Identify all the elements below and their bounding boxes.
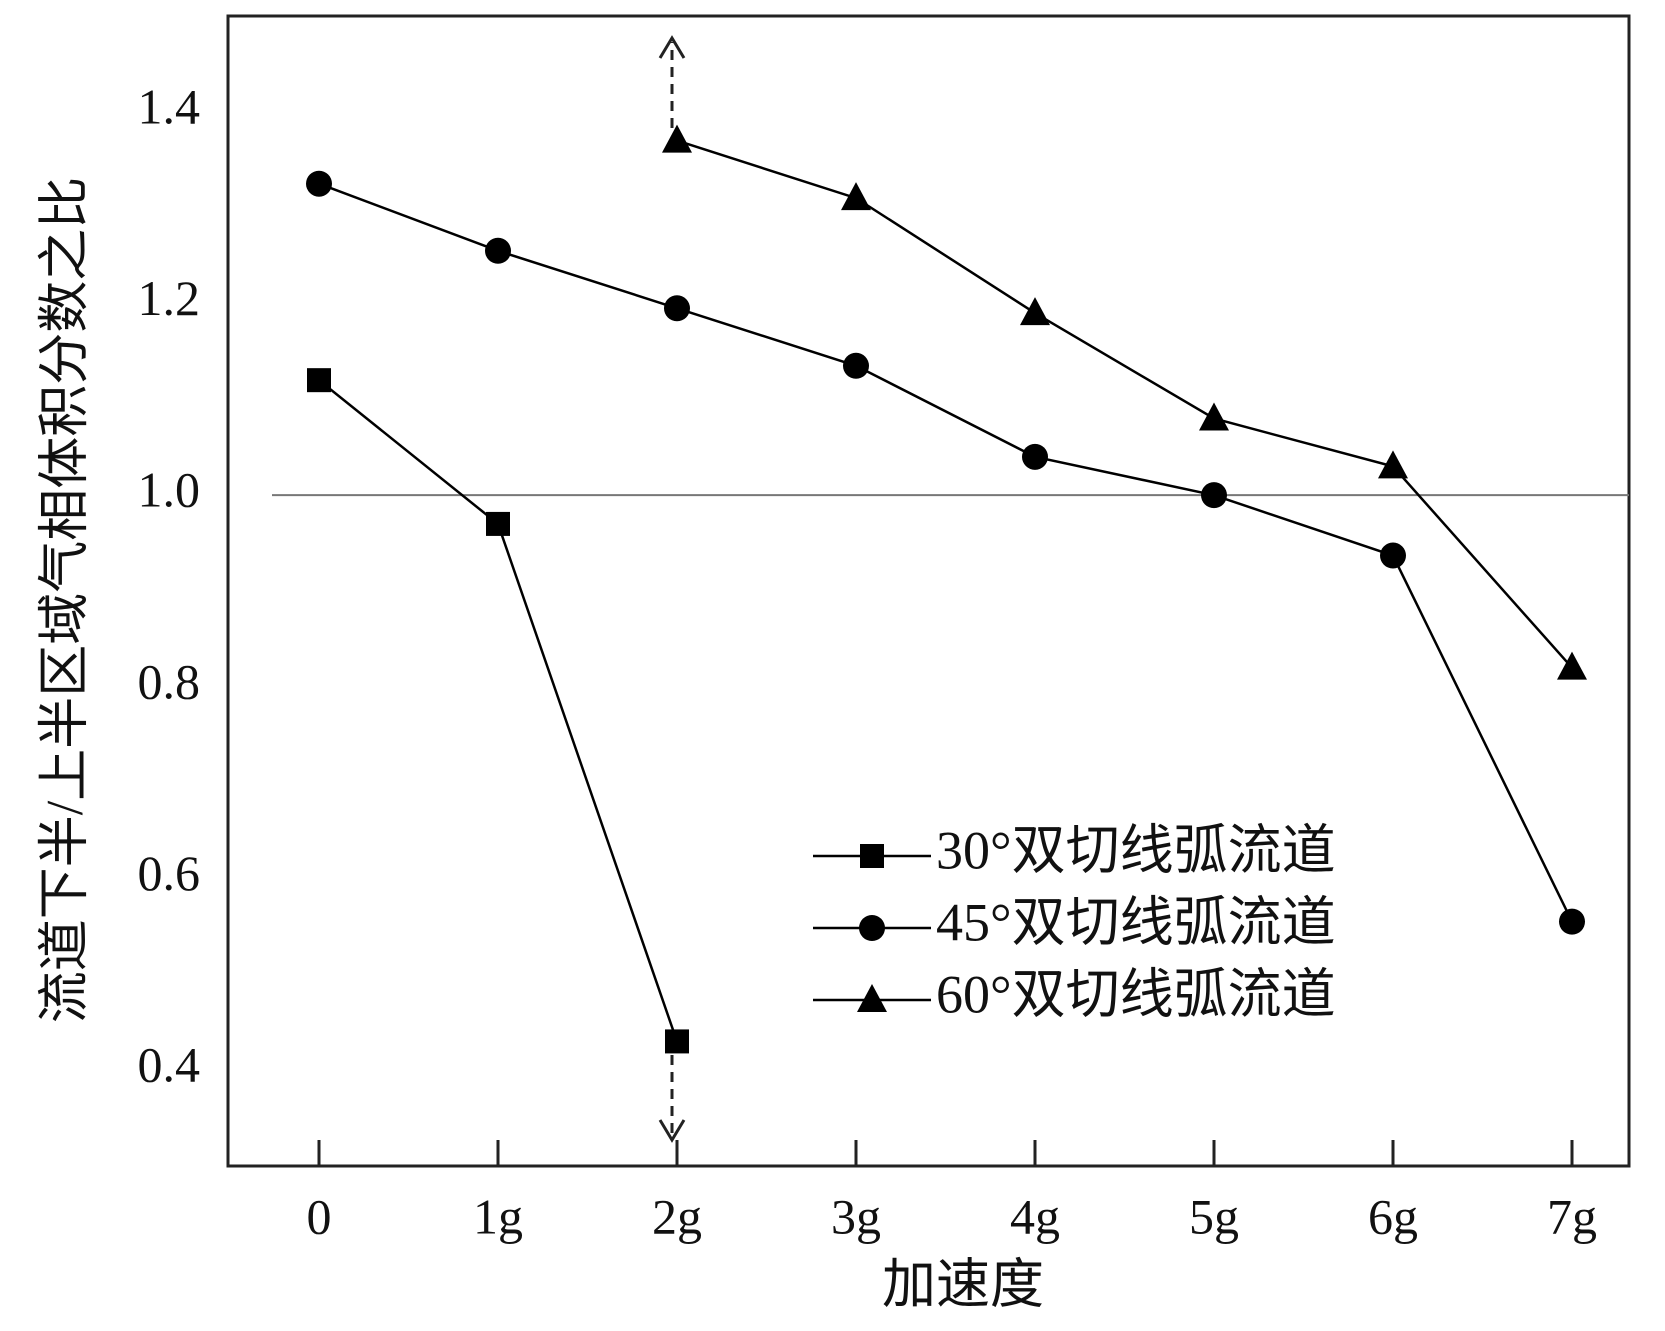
series-line — [676, 139, 1573, 669]
point — [1378, 450, 1408, 479]
point — [485, 237, 511, 264]
point — [859, 915, 885, 941]
series: 30°双切线弧流道 — [307, 368, 1336, 1054]
y-tick-label: 1.0 — [138, 462, 201, 518]
legend-label: 60°双切线弧流道 — [936, 964, 1336, 1024]
point — [306, 170, 332, 197]
point — [843, 352, 869, 379]
series-line — [318, 182, 1574, 923]
point — [486, 511, 510, 536]
x-tick-label: 0 — [307, 1188, 332, 1244]
point — [1199, 402, 1229, 431]
y-tick-label: 0.4 — [138, 1037, 201, 1093]
off-scale-arrows — [658, 35, 686, 1143]
y-tick-label: 0.6 — [138, 845, 201, 901]
point — [1022, 443, 1048, 470]
point — [1201, 482, 1227, 509]
point — [860, 844, 884, 868]
point — [665, 1029, 689, 1054]
y-tick-label: 1.2 — [138, 270, 201, 326]
point — [1380, 542, 1406, 569]
point — [664, 295, 690, 322]
x-tick-label: 4g — [1010, 1188, 1060, 1244]
legend-label: 45°双切线弧流道 — [936, 892, 1336, 952]
point — [662, 124, 692, 153]
series: 60°双切线弧流道 — [662, 124, 1587, 1024]
y-axis-label: 流道下半/上半区域气相体积分数之比 — [37, 177, 94, 1023]
x-tick-label: 6g — [1368, 1188, 1418, 1244]
x-tick-label: 1g — [473, 1188, 523, 1244]
point — [857, 984, 887, 1012]
point — [1559, 908, 1585, 935]
y-tick-label: 0.8 — [138, 653, 201, 709]
plot-frame — [226, 14, 1631, 1168]
series-line — [318, 379, 679, 1042]
x-tick-label: 3g — [831, 1188, 881, 1244]
series: 45°双切线弧流道 — [306, 170, 1585, 952]
point — [1020, 297, 1050, 326]
arrow-head — [658, 35, 686, 59]
x-axis-label: 加速度 — [882, 1254, 1044, 1314]
y-tick-label: 1.4 — [138, 78, 201, 134]
arrow-head — [658, 1119, 686, 1143]
legend-label: 30°双切线弧流道 — [936, 820, 1336, 880]
x-tick-label: 7g — [1547, 1188, 1597, 1244]
x-tick-label: 5g — [1189, 1188, 1239, 1244]
point — [841, 182, 871, 211]
x-tick-label: 2g — [652, 1188, 702, 1244]
point — [307, 368, 331, 393]
point — [1557, 651, 1587, 680]
